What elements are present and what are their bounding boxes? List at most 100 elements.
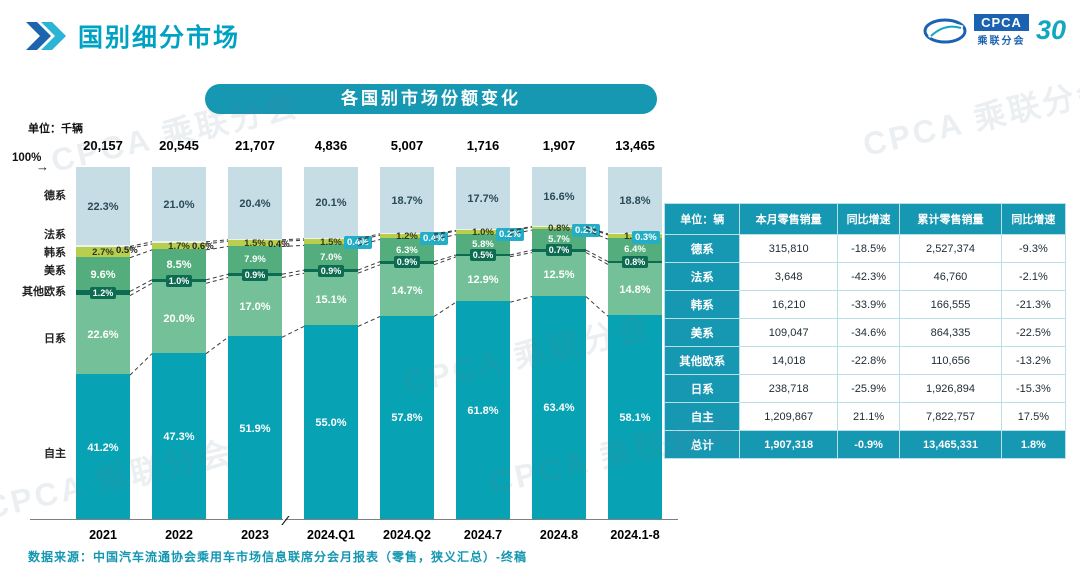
cpca-org-name: 乘联分会 [977,36,1026,47]
table-row: 德系 315,810 -18.5% 2,527,374 -9.3% [665,235,1065,262]
cpca-emblem-icon [923,18,967,43]
retail-sales-table: 单位：辆 本月零售销量 同比增速 累计零售销量 同比增速 德系 315,810 -18.5% 2… [664,203,1066,459]
table-cell: -0.9% [837,431,900,458]
table-header-cell: 同比增速 [837,204,900,234]
table-cell: 2,527,374 [900,235,1001,262]
bar-segment-日系 [76,294,130,375]
table-cell: -34.6% [837,319,900,346]
table-cell: -33.9% [837,291,900,318]
bar-segment-韩系 [380,234,434,239]
bar-segment-日系 [304,272,358,326]
table-cell: -9.3% [1001,235,1065,262]
arrow-right-icon: → [36,159,49,174]
table-header-row: 单位：辆 本月零售销量 同比增速 累计零售销量 同比增速 [665,204,1065,234]
x-axis-label: 2022 [165,528,193,542]
plot-area: 41.2% 22.6% 1.2% 9.6% 2.7% 0.5% 22.3% 47.3% 20.0… [30,167,678,520]
bar-total-label: 13,465 [615,138,655,153]
chart-banner-title: 各国别市场份额变化 [205,84,657,114]
bar-segment-韩系 [456,230,510,234]
table-row-label: 德系 [665,235,740,262]
table-cell: 1.8% [1001,431,1065,458]
axis-break-mark: ∕∕ [283,513,287,528]
table-row-label: 总计 [665,431,740,458]
stacked-bar-chart: 单位：千辆 100% → 41.2% 22.6% 1.2% 9.6% 2.7% 0.5% 2… [12,123,678,562]
bar-segment-法系 [228,238,282,241]
bar-segment-其他欧系 [152,278,206,283]
table-cell: 864,335 [900,319,1001,346]
bar-segment-德系 [532,167,586,226]
table-header-cell: 累计零售销量 [900,204,1001,234]
bar-segment-自主 [456,301,510,519]
bar-segment-法系 [456,229,510,231]
bar-segment-其他欧系 [228,273,282,277]
bar-segment-德系 [76,167,130,246]
axis-label-韩系: 韩系 [44,247,66,259]
table-row: 自主 1,209,867 21.1% 7,822,757 17.5% [665,403,1065,430]
y-axis-100-label: 100% [12,152,42,164]
watermark: CPCA 乘联分会 [859,70,1080,163]
x-axis-label: 2024.8 [539,528,579,542]
bar-total-label: 20,157 [83,138,123,153]
bar-segment-日系 [152,282,206,353]
x-axis-label: 2024.Q2 [383,528,431,542]
bar-total-label: 21,707 [235,138,275,153]
bar-segment-日系 [532,251,586,296]
bar-segment-自主 [532,295,586,519]
page-title: 国别细分市场 [78,24,241,52]
table-header-cell: 本月零售销量 [740,204,837,234]
double-chevron-icon [26,22,66,50]
table-cell: 109,047 [740,319,837,346]
table-row: 其他欧系 14,018 -22.8% 110,656 -13.2% [665,347,1065,374]
bar-segment-其他欧系 [608,260,662,264]
table-header-cell: 单位：辆 [665,204,740,234]
bar-segment-自主 [608,315,662,519]
bar-segment-德系 [152,167,206,241]
bar-total-label: 1,907 [542,138,576,153]
bar-segment-自主 [380,315,434,519]
bar-segment-法系 [532,225,586,227]
bar-segment-韩系 [532,226,586,230]
table-cell: 14,018 [740,347,837,374]
table-cell: -18.5% [837,235,900,262]
bar-total-label: 5,007 [390,138,424,153]
cpca-wordmark-block: CPCA 乘联分会 [974,14,1029,47]
bar-total-label: 1,716 [466,138,500,153]
table-cell: 46,760 [900,263,1001,290]
table-cell: -22.5% [1001,319,1065,346]
table-cell: 21.1% [837,403,900,430]
bar-segment-法系 [380,232,434,235]
table-cell: -25.9% [837,375,900,402]
bar-segment-美系 [608,238,662,261]
axis-label-美系: 美系 [44,265,66,277]
unit-label: 单位：千辆 [28,123,83,135]
cpca-wordmark: CPCA [974,14,1029,31]
bar-segment-其他欧系 [380,260,434,264]
bar-segment-日系 [456,255,510,302]
bar-segment-日系 [380,263,434,316]
bar-segment-美系 [228,245,282,274]
bar-segment-韩系 [152,242,206,249]
bar-total-label: 20,545 [159,138,199,153]
bar-segment-德系 [608,167,662,233]
table-cell: -21.3% [1001,291,1065,318]
bar-segment-德系 [228,167,282,239]
thirty-anniversary-badge: 30 [1035,15,1066,45]
table-row-label: 法系 [665,263,740,290]
bar-segment-自主 [304,325,358,519]
table-cell: 1,209,867 [740,403,837,430]
table-cell: 3,648 [740,263,837,290]
bar-segment-美系 [456,233,510,255]
table-cell: 1,907,318 [740,431,837,458]
bar-segment-韩系 [228,240,282,246]
table-cell: -2.1% [1001,263,1065,290]
header: 国别细分市场 [26,18,240,54]
x-axis-label: 2024.Q1 [307,528,355,542]
summary-table: 单位：辆 本月零售销量 同比增速 累计零售销量 同比增速 德系 315,810 -18.5% 2… [664,203,1066,459]
table-cell: -22.8% [837,347,900,374]
bar-segment-韩系 [76,247,130,257]
table-cell: 1,926,894 [900,375,1001,402]
bar-segment-韩系 [304,239,358,245]
table-cell: 7,822,757 [900,403,1001,430]
bar-segment-美系 [304,244,358,270]
